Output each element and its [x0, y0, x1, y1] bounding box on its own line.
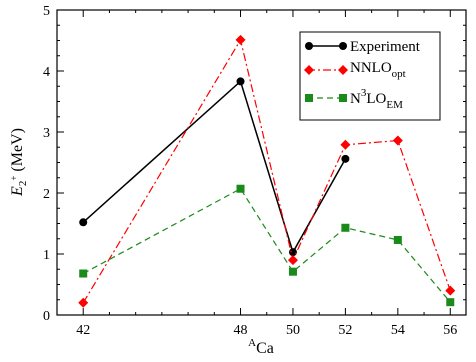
legend-nnlo-sub: opt	[392, 68, 406, 80]
point-experiment-52	[341, 154, 350, 163]
x-axis-label: ACa	[248, 337, 274, 357]
point-n3loem-50	[288, 267, 297, 276]
y-axis-label-sub: 2	[17, 181, 29, 187]
y-tick-label-0: 0	[43, 309, 50, 324]
point-nnloopt-50	[287, 255, 298, 266]
y-tick-label-1: 1	[43, 248, 50, 263]
point-nnloopt-52	[340, 139, 351, 150]
point-n3loem-48	[236, 184, 245, 193]
series-line-experiment	[82, 80, 347, 255]
y-axis-label: E2+ (MeV)	[9, 128, 29, 197]
legend-marker-experiment	[305, 42, 313, 50]
series-n3loem	[79, 184, 455, 307]
legend-marker-n3lo	[305, 94, 313, 102]
y-axis-label-unit: (MeV)	[9, 128, 26, 176]
legend-label-experiment: Experiment	[350, 39, 421, 55]
y-tick-label-3: 3	[43, 126, 50, 141]
x-tick-label-56: 56	[443, 323, 457, 338]
y-axis-label-main: E	[9, 186, 26, 197]
legend-marker-nnlo	[304, 65, 314, 75]
legend-n3lo-main2: LO	[366, 91, 386, 107]
legend-n3lo-main: N	[350, 91, 361, 107]
series-line-nnloopt	[82, 38, 451, 304]
x-tick-label-52: 52	[338, 323, 352, 338]
point-nnloopt-42	[78, 297, 89, 308]
y-tick-label-4: 4	[43, 65, 50, 80]
point-n3loem-42	[79, 269, 88, 278]
point-n3loem-56	[446, 298, 455, 307]
legend-n3lo-sub: EM	[386, 99, 403, 111]
point-nnloopt-48	[235, 34, 246, 45]
point-experiment-42	[79, 218, 88, 227]
legend: Experiment NNLOopt N3LOEM	[299, 31, 441, 121]
x-tick-label-50: 50	[286, 323, 300, 338]
point-n3loem-52	[341, 223, 350, 232]
legend-label-n3lo: N3LOEM	[350, 87, 403, 111]
legend-label-nnlo: NNLOopt	[350, 60, 406, 80]
point-experiment-50	[288, 248, 297, 257]
x-tick-label-54: 54	[391, 323, 405, 338]
legend-nnlo-main: NNLO	[350, 60, 392, 76]
x-axis-label-main: Ca	[256, 340, 274, 357]
legend-experiment-main: Experiment	[350, 39, 421, 55]
series-nnloopt	[78, 34, 456, 308]
point-n3loem-54	[393, 235, 402, 244]
legend-marker-nnlo-end	[338, 65, 348, 75]
legend-marker-n3lo-end	[339, 94, 347, 102]
x-axis-label-sup: A	[248, 337, 256, 349]
point-nnloopt-56	[445, 285, 456, 296]
point-nnloopt-54	[392, 135, 403, 146]
point-experiment-48	[236, 77, 245, 86]
y-axis-label-subsup: +	[9, 176, 19, 181]
x-tick-label-42: 42	[76, 323, 90, 338]
axis-ticks: 42 48 50 52 54 56 0 1 2 3 4 5	[43, 4, 466, 338]
series-layer	[78, 34, 456, 308]
legend-marker-experiment-end	[339, 42, 347, 50]
y-tick-label-5: 5	[43, 4, 50, 19]
series-experiment	[79, 77, 350, 257]
x-tick-label-48: 48	[234, 323, 248, 338]
series-line-n3loem	[82, 187, 451, 303]
y-tick-label-2: 2	[43, 187, 50, 202]
legend-n3lo-sup: 3	[361, 87, 367, 99]
